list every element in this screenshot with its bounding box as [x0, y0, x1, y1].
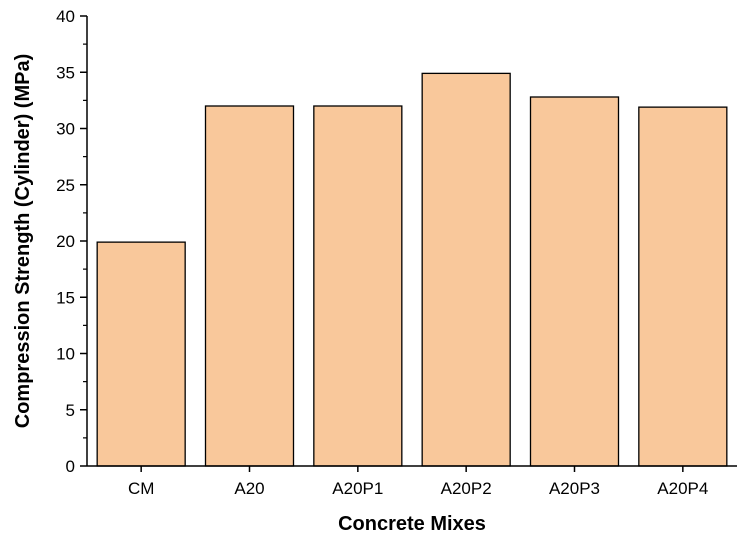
bar-a20p1 — [313, 105, 403, 467]
bar-a20p2 — [421, 72, 511, 467]
bar-a20p3 — [529, 96, 620, 467]
x-axis-title: Concrete Mixes — [338, 513, 486, 535]
y-tick-label: 5 — [66, 401, 75, 420]
y-tick-label: 15 — [56, 288, 75, 307]
y-tick-label: 20 — [56, 232, 75, 251]
y-tick-label: 35 — [56, 63, 75, 82]
y-tick-label: 0 — [66, 457, 75, 476]
x-tick-label: A20P4 — [657, 479, 708, 498]
bar-cm — [96, 241, 186, 467]
y-tick-label: 25 — [56, 176, 75, 195]
y-tick-label: 40 — [56, 7, 75, 26]
x-axis-ticks: CM A20 A20P1 A20P2 A20P3 A20P4 — [128, 466, 708, 498]
y-axis-title: Compression Strength (Cylinder) (MPa) — [12, 54, 34, 428]
y-tick-label: 10 — [56, 345, 75, 364]
x-tick-label: A20P1 — [332, 479, 383, 498]
bar-a20p4 — [638, 106, 728, 467]
x-tick-label: A20 — [234, 479, 264, 498]
bars — [96, 72, 728, 467]
x-tick-label: A20P3 — [549, 479, 600, 498]
x-tick-label: CM — [128, 479, 154, 498]
y-axis-ticks: 0 5 10 15 20 25 30 35 40 — [56, 7, 87, 476]
bar-a20 — [204, 105, 295, 467]
x-tick-label: A20P2 — [441, 479, 492, 498]
y-tick-label: 30 — [56, 120, 75, 139]
